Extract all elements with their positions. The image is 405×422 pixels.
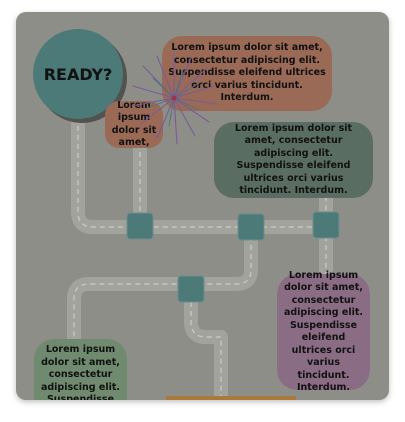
firework-decoration: [131, 53, 218, 145]
ready-circle: READY?: [33, 29, 123, 119]
milestone-markers: [126, 211, 340, 303]
milestone-square: [126, 212, 154, 240]
bubble-text: Lorem ipsum dolor sit amet, consectetur …: [283, 269, 364, 394]
light-green-bubble: Lorem ipsum dolor sit amet, consectetur …: [34, 339, 127, 400]
bubble-text: Lorem ipsum dolor sit amet, consectetur …: [234, 122, 353, 197]
roadmap-roads: [67, 110, 340, 400]
milestone-square: [312, 211, 340, 239]
ready-label: READY?: [43, 64, 113, 84]
purple-bubble: Lorem ipsum dolor sit amet, consectetur …: [277, 270, 370, 393]
roadmap-card: READY? Lorem ipsum dolor sit amet, conse…: [16, 12, 389, 400]
bubble-text: Lorem ipsum dolor sit amet, consectetur …: [40, 344, 121, 400]
road-centerlines: [73, 117, 327, 400]
milestone-square: [177, 275, 205, 303]
milestone-square: [237, 213, 265, 241]
bubble-text: Lorem ipsum dolor sit amet, consectetur …: [168, 42, 326, 104]
top-salmon-bubble: Lorem ipsum dolor sit amet, consectetur …: [162, 36, 332, 111]
bubble-text: Lorem ipsum dolor sit amet,: [111, 99, 157, 149]
dark-green-bubble: Lorem ipsum dolor sit amet, consectetur …: [214, 122, 373, 198]
bottom-orange-bar: [166, 396, 296, 400]
small-salmon-bubble: Lorem ipsum dolor sit amet,: [105, 99, 163, 149]
